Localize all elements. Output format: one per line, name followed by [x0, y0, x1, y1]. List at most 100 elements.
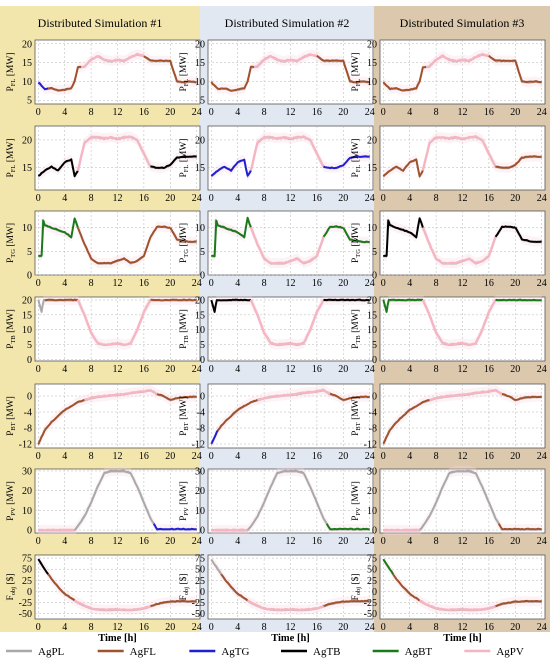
x-tick-label: 0	[381, 622, 386, 633]
y-tick-label: 15	[367, 58, 377, 69]
x-tick-label: 4	[62, 107, 67, 118]
x-tick-label: 20	[338, 278, 348, 289]
series-agfl-segment	[217, 398, 259, 431]
y-axis-label: PTG [MW]	[179, 223, 190, 263]
x-tick-label: 12	[113, 278, 123, 289]
x-tick-label: 12	[458, 536, 468, 547]
y-axis-label: PFL [MW]	[6, 52, 17, 91]
x-tick-label: 8	[262, 622, 267, 633]
series-agtb-segment	[210, 299, 219, 313]
y-tick-label: 15	[22, 310, 32, 321]
y-tick-label: 75	[22, 554, 32, 565]
x-tick-label: 24	[537, 451, 547, 462]
x-tick-label: 12	[286, 451, 296, 462]
x-tick-label: 20	[165, 364, 175, 375]
y-tick-label: 25	[22, 576, 32, 587]
series-agfl-segment	[323, 599, 370, 607]
series-agfl-segment	[220, 573, 249, 602]
x-tick-label: 12	[113, 536, 123, 547]
x-tick-label: 0	[36, 107, 41, 118]
series-agfl-segment	[316, 54, 370, 84]
series-agpv-segment	[247, 599, 325, 612]
subplot-r3-c3: 0 5 10 0 4 8 12 16 20 24 PTG [MW]	[351, 210, 547, 289]
x-tick-label: 12	[113, 364, 123, 375]
x-tick-label: 24	[192, 107, 202, 118]
agent-spread-band	[38, 554, 197, 615]
y-tick-label: 20	[195, 39, 205, 50]
x-tick-label: 4	[62, 364, 67, 375]
y-tick-label: 10	[195, 506, 205, 517]
series-agfl-segment	[501, 393, 542, 401]
y-axis-label: Fobj [$]	[178, 573, 190, 600]
x-tick-label: 4	[407, 107, 412, 118]
x-tick-label: 12	[458, 622, 468, 633]
y-tick-label: -50	[364, 609, 377, 620]
x-tick-label: 24	[537, 107, 547, 118]
x-tick-label: 12	[458, 107, 468, 118]
x-tick-label: 8	[262, 107, 267, 118]
y-tick-label: -12	[19, 440, 32, 451]
y-axis-label: PFL [MW]	[179, 138, 190, 177]
y-tick-label: 10	[367, 325, 377, 336]
x-tick-label: 8	[89, 193, 94, 204]
x-tick-label: 0	[209, 278, 214, 289]
x-tick-label: 16	[312, 451, 322, 462]
y-tick-label: -25	[192, 598, 205, 609]
y-axis-label: PFL [MW]	[6, 138, 17, 177]
x-tick-label: 12	[458, 278, 468, 289]
subplot-r1-c2: 5 10 15 20 0 4 8 12 16 20 24 PFL [MW]	[179, 39, 375, 118]
y-tick-label: -8	[24, 424, 32, 435]
x-tick-label: 4	[235, 107, 240, 118]
y-tick-label: 30	[22, 466, 32, 477]
x-tick-label: 20	[165, 451, 175, 462]
x-tick-label: 24	[192, 536, 202, 547]
x-tick-label: 4	[235, 364, 240, 375]
series-agtg-segment	[210, 158, 252, 177]
x-tick-label: 24	[537, 193, 547, 204]
y-tick-label: 10	[367, 223, 377, 234]
y-tick-label: 20	[195, 295, 205, 306]
series-agfl-segment	[37, 429, 46, 445]
x-tick-label: 8	[262, 278, 267, 289]
y-tick-label: 20	[22, 39, 32, 50]
x-tick-label: 16	[312, 536, 322, 547]
agent-spread-band	[38, 466, 197, 535]
x-tick-label: 24	[192, 451, 202, 462]
legend-item-agbt: AgBT	[372, 646, 432, 658]
y-tick-label: 0	[200, 355, 205, 366]
x-tick-label: 4	[407, 536, 412, 547]
agent-spread-band	[211, 385, 370, 449]
y-tick-label: 20	[22, 295, 32, 306]
x-tick-label: 8	[89, 451, 94, 462]
series-agfl-segment	[210, 81, 222, 90]
subplot-r2-c2: 15 20 0 4 8 12 16 20 24 PFL [MW]	[179, 125, 375, 204]
x-tick-label: 16	[139, 364, 149, 375]
series-agbt-segment	[38, 217, 79, 257]
series-agfl-segment	[169, 227, 197, 243]
series-agtb-segment	[150, 155, 197, 169]
x-tick-label: 20	[510, 536, 520, 547]
x-axis-title-1: Time [h]	[98, 633, 137, 644]
series-agfl-segment	[497, 523, 542, 531]
x-tick-label: 24	[537, 622, 547, 633]
x-tick-label: 20	[338, 622, 348, 633]
series-agfl-segment	[382, 158, 424, 178]
series-agfl-segment	[382, 81, 394, 90]
series-agpv-segment	[253, 53, 317, 69]
y-tick-label: 15	[195, 163, 205, 174]
y-tick-label: -4	[24, 408, 32, 419]
y-tick-label: 15	[22, 163, 32, 174]
subplot-r4-c3: 0 5 10 15 20 0 4 8 12 16 20 24 PTB [MW]	[351, 295, 547, 375]
x-tick-label: 8	[89, 622, 94, 633]
series-agbt-segment	[325, 523, 370, 531]
x-tick-label: 24	[537, 278, 547, 289]
series-agtg-segment	[152, 523, 197, 531]
series-agfl-segment	[150, 599, 197, 607]
x-tick-label: 8	[262, 451, 267, 462]
x-tick-label: 0	[36, 193, 41, 204]
series-agbt-segment	[382, 558, 395, 575]
x-tick-label: 0	[209, 536, 214, 547]
y-tick-label: 5	[372, 96, 377, 107]
x-tick-label: 16	[312, 107, 322, 118]
